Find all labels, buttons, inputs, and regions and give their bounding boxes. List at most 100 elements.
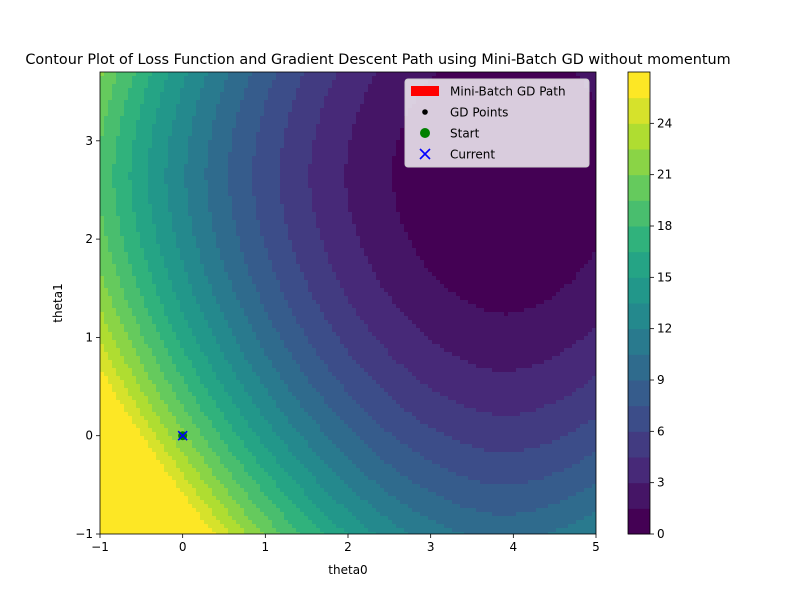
contour-cell: [148, 424, 165, 429]
contour-cell: [100, 324, 109, 329]
contour-cell: [140, 360, 157, 365]
contour-cell: [124, 356, 141, 361]
contour-cell: [204, 456, 221, 461]
contour-cell: [548, 532, 596, 534]
x-axis-label: theta0: [328, 563, 367, 577]
contour-cell: [116, 196, 133, 201]
contour-cell: [100, 296, 113, 301]
contour-cell: [280, 280, 309, 285]
contour-cell: [212, 368, 233, 373]
contour-cell: [100, 176, 113, 181]
contour-cell: [236, 120, 261, 125]
contour-cell: [288, 420, 317, 425]
contour-cell: [408, 236, 596, 241]
contour-cell: [184, 172, 205, 177]
contour-cell: [436, 492, 577, 497]
contour-cell: [100, 332, 113, 337]
contour-cell: [156, 224, 173, 229]
contour-cell: [268, 252, 297, 257]
contour-cell: [168, 404, 185, 409]
contour-cell: [392, 464, 441, 469]
contour-cell: [424, 456, 585, 461]
contour-cell: [316, 348, 349, 353]
contour-cell: [100, 508, 197, 513]
contour-cell: [224, 80, 249, 85]
contour-cell: [312, 196, 349, 201]
contour-cell: [100, 364, 113, 369]
colorbar-frame: [627, 71, 651, 535]
contour-cell: [580, 460, 596, 465]
contour-cell: [180, 424, 197, 429]
legend-entry: GD Points: [422, 106, 508, 120]
contour-cell: [184, 452, 201, 457]
contour-cell: [116, 76, 133, 81]
contour-cell: [296, 96, 325, 101]
contour-cell: [104, 348, 121, 353]
contour-cell: [288, 448, 313, 453]
contour-cell: [104, 344, 117, 349]
contour-cell: [188, 156, 209, 161]
contour-cell: [168, 164, 185, 169]
y-tick-label: 0: [85, 429, 93, 443]
contour-cell: [128, 256, 145, 261]
contour-cell: [100, 368, 117, 373]
contour-cell: [324, 100, 365, 105]
contour-cell: [516, 512, 593, 517]
contour-cell: [328, 256, 369, 261]
contour-cell: [100, 456, 157, 461]
contour-cell: [212, 472, 233, 477]
contour-cell: [280, 436, 305, 441]
contour-cell: [576, 340, 596, 345]
contour-cell: [208, 464, 225, 469]
contour-cell: [296, 396, 325, 401]
contour-cell: [112, 364, 129, 369]
contour-cell: [188, 480, 205, 485]
contour-cell: [100, 276, 105, 281]
contour-cell: [156, 360, 173, 365]
contour-cell: [184, 268, 205, 273]
contour-cell: [232, 332, 257, 337]
contour-cell: [400, 500, 453, 505]
contour-cell: [216, 104, 241, 109]
contour-cell: [172, 120, 193, 125]
contour-cell: [236, 376, 261, 381]
contour-cell: [312, 208, 349, 213]
contour-cell: [132, 368, 145, 373]
contour-cell: [240, 300, 261, 305]
contour-cell: [244, 532, 265, 534]
contour-cell: [152, 348, 169, 353]
contour-cell: [356, 116, 405, 121]
contour-cell: [224, 316, 249, 321]
contour-cell: [328, 320, 365, 325]
colorbar-band: [628, 251, 650, 278]
contour-cell: [260, 124, 289, 129]
contour-cell: [152, 220, 173, 225]
contour-cell: [176, 240, 197, 245]
contour-cell: [200, 380, 221, 385]
contour-cell: [276, 528, 297, 533]
contour-cell: [236, 336, 257, 341]
contour-cell: [216, 376, 237, 381]
contour-cell: [432, 340, 577, 345]
contour-cell: [112, 172, 129, 177]
contour-cell: [444, 348, 565, 353]
contour-cell: [184, 260, 201, 265]
contour-cell: [160, 332, 177, 337]
contour-cell: [236, 500, 253, 505]
contour-cell: [148, 156, 169, 161]
contour-cell: [168, 156, 189, 161]
contour-cell: [308, 516, 329, 521]
contour-cell: [452, 528, 557, 533]
contour-cell: [416, 248, 596, 253]
contour-cell: [352, 212, 401, 217]
contour-cell: [332, 324, 369, 329]
contour-cell: [280, 376, 309, 381]
contour-cell: [544, 476, 596, 481]
contour-cell: [100, 420, 133, 425]
contour-cell: [152, 132, 173, 137]
contour-cell: [136, 124, 153, 129]
contour-cell: [592, 512, 596, 517]
contour-cell: [164, 260, 185, 265]
